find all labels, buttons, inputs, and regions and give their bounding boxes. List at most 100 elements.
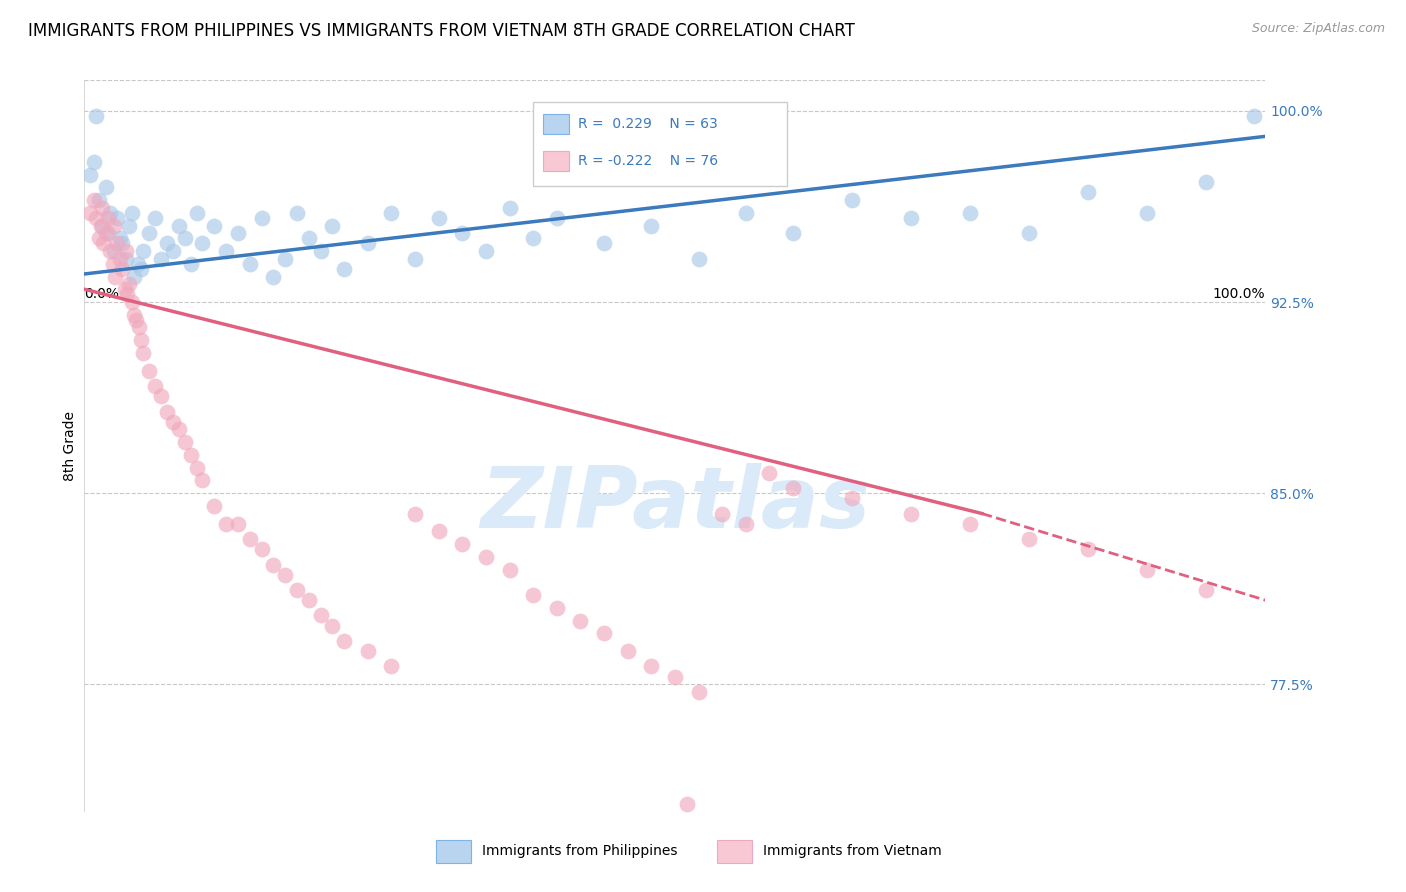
- Point: [357, 644, 380, 658]
- Point: [127, 257, 149, 271]
- Point: [546, 600, 568, 615]
- Point: [546, 211, 568, 225]
- Point: [156, 236, 179, 251]
- Point: [404, 252, 426, 266]
- Point: [173, 435, 195, 450]
- Point: [404, 507, 426, 521]
- Point: [150, 389, 173, 403]
- Point: [1018, 532, 1040, 546]
- Point: [675, 797, 697, 811]
- Point: [688, 685, 710, 699]
- Point: [593, 236, 616, 251]
- Point: [90, 219, 112, 233]
- Point: [427, 524, 450, 539]
- Point: [959, 516, 981, 531]
- Point: [122, 269, 145, 284]
- Point: [94, 226, 117, 240]
- Point: [118, 277, 141, 292]
- Point: [143, 379, 166, 393]
- Point: [1136, 563, 1159, 577]
- Point: [107, 211, 129, 225]
- Point: [475, 244, 498, 258]
- Point: [215, 516, 238, 531]
- Point: [138, 226, 160, 240]
- Point: [97, 211, 120, 225]
- Point: [167, 422, 190, 436]
- Point: [129, 261, 152, 276]
- Point: [522, 231, 544, 245]
- Point: [321, 219, 343, 233]
- Point: [202, 499, 225, 513]
- Point: [98, 206, 121, 220]
- Point: [841, 491, 863, 506]
- Point: [79, 168, 101, 182]
- Point: [191, 236, 214, 251]
- Point: [357, 236, 380, 251]
- Point: [1195, 175, 1218, 189]
- Point: [121, 206, 143, 220]
- Point: [498, 563, 520, 577]
- Text: Source: ZipAtlas.com: Source: ZipAtlas.com: [1251, 22, 1385, 36]
- Point: [711, 507, 734, 521]
- Point: [114, 244, 136, 258]
- Point: [83, 154, 105, 169]
- Point: [108, 252, 131, 266]
- Point: [118, 219, 141, 233]
- Point: [180, 448, 202, 462]
- Point: [298, 593, 321, 607]
- Point: [900, 211, 922, 225]
- Point: [250, 542, 273, 557]
- Point: [1077, 186, 1099, 200]
- Point: [321, 618, 343, 632]
- Point: [298, 231, 321, 245]
- Point: [128, 320, 150, 334]
- Point: [1243, 109, 1265, 123]
- Point: [285, 582, 308, 597]
- Point: [122, 308, 145, 322]
- Point: [1018, 226, 1040, 240]
- Point: [191, 474, 214, 488]
- Point: [138, 364, 160, 378]
- Point: [640, 659, 662, 673]
- Point: [121, 295, 143, 310]
- Text: Immigrants from Vietnam: Immigrants from Vietnam: [763, 845, 942, 858]
- Point: [132, 244, 155, 258]
- Text: R =  0.229    N = 63: R = 0.229 N = 63: [578, 117, 718, 131]
- Point: [91, 219, 114, 233]
- Point: [115, 287, 138, 301]
- Text: IMMIGRANTS FROM PHILIPPINES VS IMMIGRANTS FROM VIETNAM 8TH GRADE CORRELATION CHA: IMMIGRANTS FROM PHILIPPINES VS IMMIGRANT…: [28, 22, 855, 40]
- Point: [101, 257, 124, 271]
- Point: [202, 219, 225, 233]
- Point: [167, 219, 190, 233]
- Point: [226, 226, 249, 240]
- Point: [186, 206, 208, 220]
- Point: [94, 180, 117, 194]
- Point: [498, 201, 520, 215]
- Point: [522, 588, 544, 602]
- Point: [97, 226, 120, 240]
- Point: [688, 252, 710, 266]
- Y-axis label: 8th Grade: 8th Grade: [63, 411, 77, 481]
- Text: 100.0%: 100.0%: [1213, 287, 1265, 301]
- Point: [104, 269, 127, 284]
- Point: [103, 244, 125, 258]
- Point: [652, 817, 675, 831]
- Point: [758, 466, 780, 480]
- Point: [84, 211, 107, 225]
- Point: [569, 614, 592, 628]
- Point: [162, 244, 184, 258]
- Point: [593, 626, 616, 640]
- Point: [226, 516, 249, 531]
- Point: [616, 644, 638, 658]
- Point: [180, 257, 202, 271]
- Point: [274, 567, 297, 582]
- Text: ZIPatlas: ZIPatlas: [479, 463, 870, 546]
- Point: [143, 211, 166, 225]
- Point: [1077, 542, 1099, 557]
- Point: [114, 252, 136, 266]
- Point: [125, 313, 148, 327]
- Point: [333, 634, 356, 648]
- Point: [111, 261, 134, 276]
- Point: [262, 558, 284, 572]
- Point: [83, 193, 105, 207]
